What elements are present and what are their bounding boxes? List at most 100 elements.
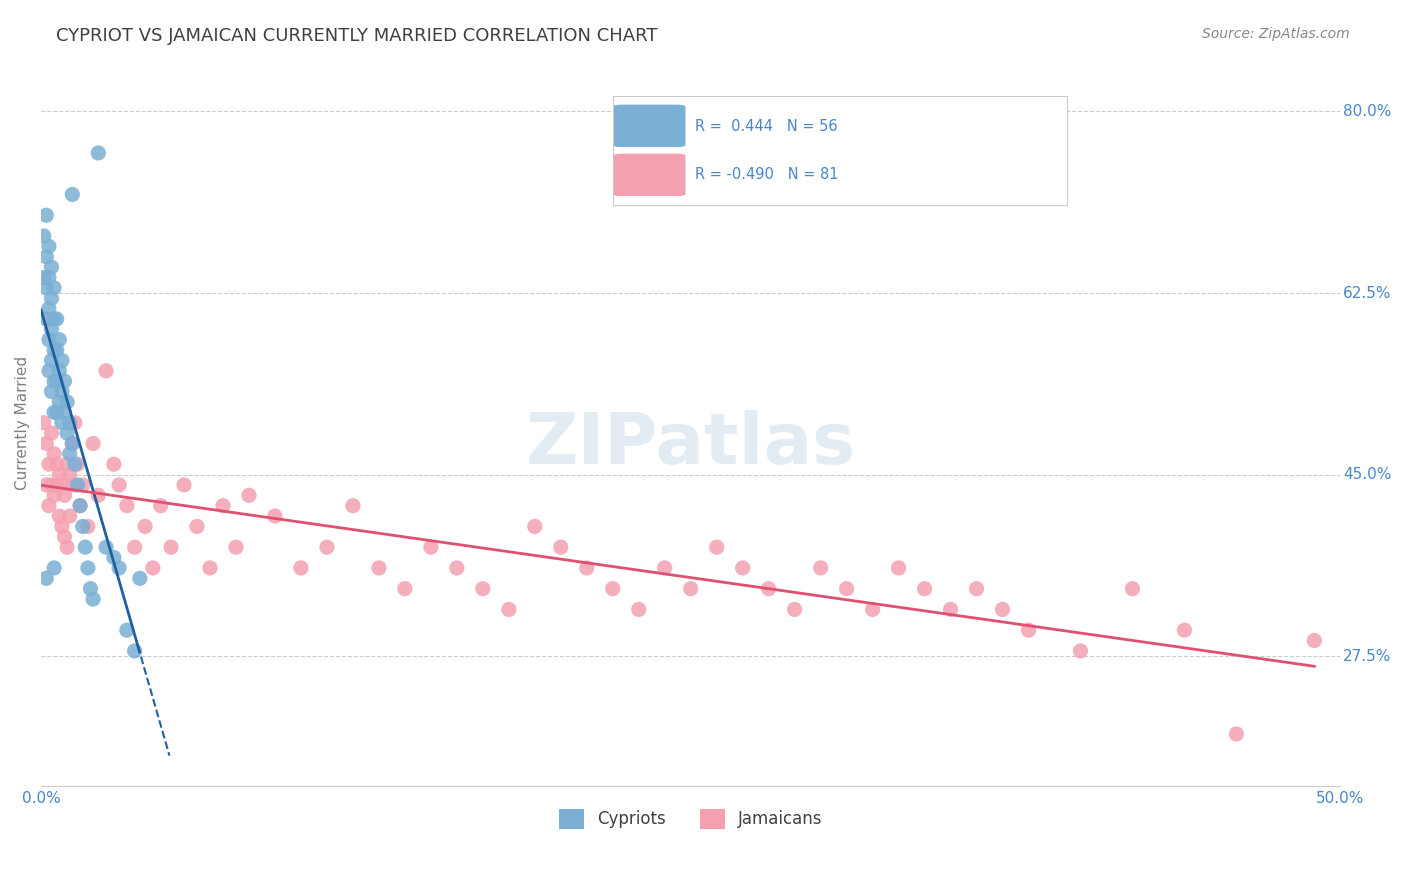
Point	[94, 364, 117, 378]
Point	[35, 478, 58, 492]
Point	[77, 519, 100, 533]
Point	[87, 145, 110, 160]
Point	[115, 623, 138, 637]
Point	[758, 582, 780, 596]
Point	[53, 530, 76, 544]
Point	[72, 519, 94, 533]
Point	[419, 540, 441, 554]
Point	[914, 582, 936, 596]
Point	[38, 301, 60, 316]
Point	[783, 602, 806, 616]
Text: Source: ZipAtlas.com: Source: ZipAtlas.com	[1202, 27, 1350, 41]
Point	[48, 509, 70, 524]
Point	[887, 561, 910, 575]
Point	[69, 499, 91, 513]
Point	[63, 457, 86, 471]
Point	[142, 561, 165, 575]
Point	[45, 312, 67, 326]
Point	[53, 374, 76, 388]
Point	[45, 343, 67, 357]
Point	[53, 405, 76, 419]
Point	[198, 561, 221, 575]
Point	[48, 333, 70, 347]
Point	[290, 561, 312, 575]
Point	[82, 592, 104, 607]
Point	[862, 602, 884, 616]
Point	[627, 602, 650, 616]
Point	[679, 582, 702, 596]
Point	[225, 540, 247, 554]
Point	[124, 644, 146, 658]
Point	[72, 478, 94, 492]
Point	[41, 322, 63, 336]
Point	[42, 312, 65, 326]
Point	[42, 374, 65, 388]
Point	[35, 571, 58, 585]
Point	[60, 478, 83, 492]
Point	[316, 540, 339, 554]
Point	[56, 426, 79, 441]
Point	[56, 395, 79, 409]
Point	[59, 509, 82, 524]
Text: CYPRIOT VS JAMAICAN CURRENTLY MARRIED CORRELATION CHART: CYPRIOT VS JAMAICAN CURRENTLY MARRIED CO…	[56, 27, 658, 45]
Point	[128, 571, 150, 585]
Point	[160, 540, 183, 554]
Point	[38, 333, 60, 347]
Point	[523, 519, 546, 533]
Point	[42, 405, 65, 419]
Point	[238, 488, 260, 502]
Point	[1173, 623, 1195, 637]
Point	[966, 582, 988, 596]
Point	[63, 416, 86, 430]
Point	[48, 364, 70, 378]
Text: 62.5%: 62.5%	[1343, 285, 1392, 301]
Point	[173, 478, 195, 492]
Point	[35, 250, 58, 264]
Point	[1303, 633, 1326, 648]
Point	[1225, 727, 1247, 741]
Point	[264, 509, 287, 524]
Point	[103, 550, 125, 565]
Point	[48, 467, 70, 482]
Point	[731, 561, 754, 575]
Point	[60, 436, 83, 450]
Point	[42, 281, 65, 295]
Point	[45, 457, 67, 471]
Point	[835, 582, 858, 596]
Point	[87, 488, 110, 502]
Point	[41, 478, 63, 492]
Point	[51, 478, 73, 492]
Point	[602, 582, 624, 596]
Point	[149, 499, 172, 513]
Point	[1069, 644, 1091, 658]
Point	[342, 499, 364, 513]
Point	[394, 582, 416, 596]
Point	[367, 561, 389, 575]
Point	[124, 540, 146, 554]
Point	[108, 561, 131, 575]
Text: 80.0%: 80.0%	[1343, 104, 1392, 119]
Point	[82, 436, 104, 450]
Legend: Cypriots, Jamaicans: Cypriots, Jamaicans	[553, 802, 830, 836]
Point	[991, 602, 1014, 616]
Point	[42, 343, 65, 357]
Point	[38, 270, 60, 285]
Point	[45, 478, 67, 492]
Point	[59, 416, 82, 430]
Point	[471, 582, 494, 596]
Point	[51, 384, 73, 399]
Point	[41, 426, 63, 441]
Point	[1121, 582, 1143, 596]
Point	[56, 457, 79, 471]
Point	[108, 478, 131, 492]
Text: 45.0%: 45.0%	[1343, 467, 1392, 482]
Point	[45, 405, 67, 419]
Point	[42, 561, 65, 575]
Point	[38, 457, 60, 471]
Point	[59, 467, 82, 482]
Point	[79, 582, 101, 596]
Point	[134, 519, 156, 533]
Point	[38, 239, 60, 253]
Point	[115, 499, 138, 513]
Point	[60, 436, 83, 450]
